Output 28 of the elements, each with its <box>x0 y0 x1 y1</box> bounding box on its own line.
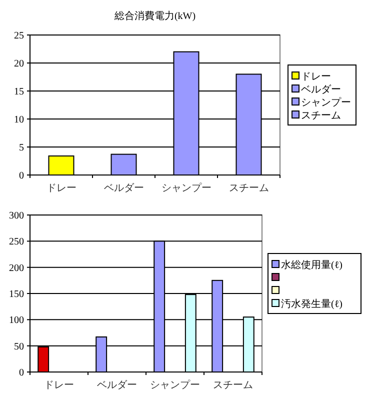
chart-title: 総合消費電力(kW) <box>113 10 196 22</box>
y-tick-label: 20 <box>14 58 24 70</box>
y-tick-label: 300 <box>9 210 24 222</box>
legend-label: ドレー <box>301 72 331 82</box>
legend-label: シャンプー <box>301 96 351 108</box>
legend-label: 汚水発生量(ℓ) <box>281 298 342 310</box>
y-tick-label: 50 <box>14 341 24 352</box>
x-tick-label: スチーム <box>228 183 269 194</box>
x-tick-label: シャンプー <box>161 182 212 194</box>
x-tick-label: ベルダー <box>97 379 137 391</box>
y-tick-label: 150 <box>9 289 24 300</box>
x-tick-label: スチーム <box>213 380 253 391</box>
legend-label: 水総使用量(ℓ) <box>281 259 342 271</box>
y-tick-label: 100 <box>9 315 24 326</box>
y-tick-label: 0 <box>19 368 24 378</box>
x-tick-label: ドレー <box>44 380 74 391</box>
x-tick-label: シャンプー <box>150 379 200 391</box>
y-tick-label: 25 <box>14 30 24 42</box>
y-tick-label: 200 <box>9 262 24 274</box>
y-tick-label: 0 <box>19 170 24 182</box>
y-tick-label: 10 <box>14 114 24 126</box>
y-tick-label: 5 <box>19 142 24 154</box>
y-tick-label: 250 <box>9 236 24 248</box>
legend-label: スチーム <box>301 110 341 122</box>
y-tick-label: 15 <box>14 86 24 98</box>
x-tick-label: ドレー <box>46 183 76 194</box>
legend-label: ベルダー <box>301 84 341 96</box>
x-tick-label: ベルダー <box>104 182 144 194</box>
